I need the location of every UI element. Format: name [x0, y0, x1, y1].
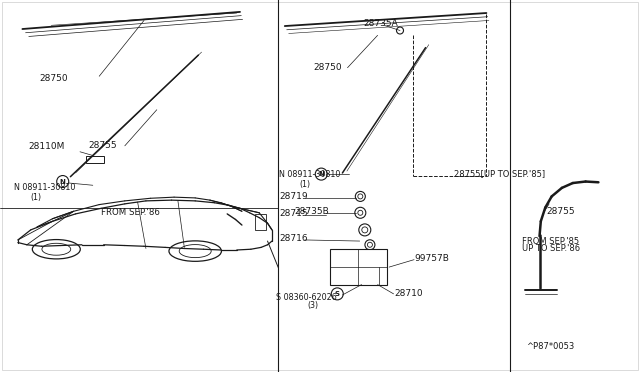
Bar [86, 156, 104, 163]
Text: N: N [60, 179, 66, 185]
Text: 28719: 28719 [279, 192, 308, 201]
Text: 28755[UP TO SEP.'85]: 28755[UP TO SEP.'85] [454, 170, 545, 179]
Text: 28735B: 28735B [294, 207, 329, 216]
Text: 28750: 28750 [314, 63, 342, 72]
Text: (1): (1) [31, 193, 42, 202]
Text: S: S [335, 291, 340, 297]
Text: FROM SEP.'86: FROM SEP.'86 [101, 208, 160, 217]
Text: 28755: 28755 [547, 207, 575, 216]
Text: N 08911-30810: N 08911-30810 [279, 170, 340, 179]
Text: N: N [318, 171, 324, 177]
Bar [255, 214, 266, 231]
Text: 99757B: 99757B [415, 254, 449, 263]
Text: 28755: 28755 [88, 141, 117, 150]
Text: S 08360-62026: S 08360-62026 [276, 293, 337, 302]
Text: (3): (3) [307, 301, 318, 310]
Text: (1): (1) [300, 180, 310, 189]
Text: N 08911-30810: N 08911-30810 [14, 183, 76, 192]
Bar [330, 249, 387, 285]
Text: ^P87*0053: ^P87*0053 [526, 342, 574, 351]
Text: 28750: 28750 [40, 74, 68, 83]
Text: 28716: 28716 [279, 234, 308, 243]
Text: FROM SEP.'85: FROM SEP.'85 [522, 237, 579, 246]
Text: 28735A: 28735A [364, 19, 398, 28]
Text: UP TO SEP.'86: UP TO SEP.'86 [522, 244, 580, 253]
Text: 28715: 28715 [279, 209, 308, 218]
Text: 28110M: 28110M [29, 142, 65, 151]
Text: 28710: 28710 [394, 289, 423, 298]
